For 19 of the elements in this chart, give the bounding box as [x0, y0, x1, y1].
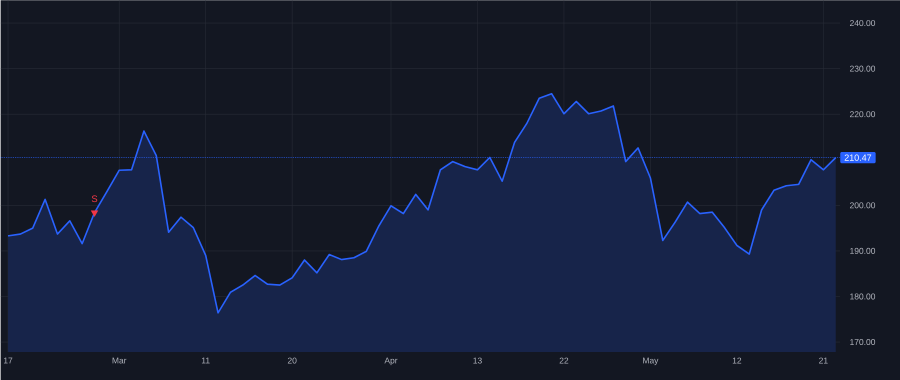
- y-tick-label: 220.00: [850, 111, 876, 118]
- x-tick-label: 20: [288, 358, 297, 364]
- ref-line-label: 210.47: [844, 154, 872, 161]
- y-tick-label: 230.00: [850, 66, 876, 72]
- x-tick-label: 22: [560, 358, 568, 364]
- x-tick-label: 17: [4, 358, 12, 364]
- x-tick-label: Mar: [112, 358, 126, 364]
- x-tick-label: 21: [819, 358, 828, 364]
- x-tick-label: May: [643, 358, 658, 366]
- y-tick-label: 170.00: [850, 339, 876, 346]
- annotation: S: [92, 195, 98, 202]
- x-tick-label: 12: [732, 358, 742, 364]
- x-tick-label: 11: [202, 358, 210, 364]
- y-tick-label: 190.00: [850, 248, 876, 254]
- x-tick-label: 13: [473, 358, 482, 364]
- x-tick-label: Apr: [384, 358, 398, 366]
- y-tick-label: 240.00: [850, 20, 876, 26]
- y-tick-label: 200.00: [850, 202, 876, 208]
- y-tick-label: 180.00: [850, 293, 876, 300]
